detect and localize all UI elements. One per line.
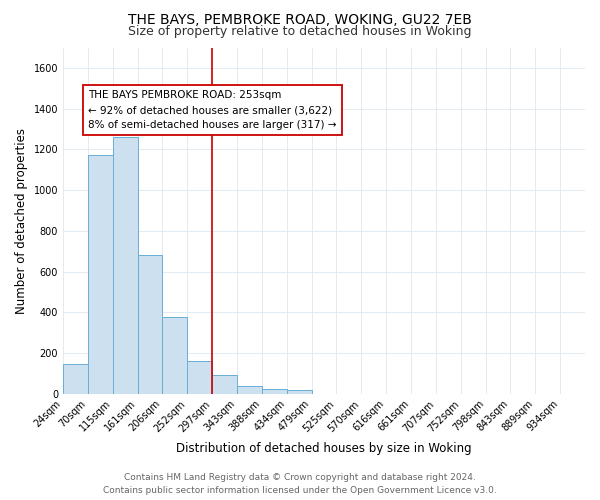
Bar <box>137 256 163 394</box>
Text: THE BAYS PEMBROKE ROAD: 253sqm
← 92% of detached houses are smaller (3,622)
8% o: THE BAYS PEMBROKE ROAD: 253sqm ← 92% of … <box>88 90 337 130</box>
Y-axis label: Number of detached properties: Number of detached properties <box>15 128 28 314</box>
Bar <box>113 137 137 394</box>
Bar <box>262 388 287 394</box>
Bar <box>187 361 212 394</box>
Bar <box>287 390 311 394</box>
Text: Size of property relative to detached houses in Woking: Size of property relative to detached ho… <box>128 25 472 38</box>
Bar <box>63 364 88 394</box>
Bar <box>237 386 262 394</box>
Text: THE BAYS, PEMBROKE ROAD, WOKING, GU22 7EB: THE BAYS, PEMBROKE ROAD, WOKING, GU22 7E… <box>128 12 472 26</box>
X-axis label: Distribution of detached houses by size in Woking: Distribution of detached houses by size … <box>176 442 472 455</box>
Text: Contains HM Land Registry data © Crown copyright and database right 2024.
Contai: Contains HM Land Registry data © Crown c… <box>103 474 497 495</box>
Bar <box>212 376 237 394</box>
Bar <box>163 318 187 394</box>
Bar <box>88 156 113 394</box>
